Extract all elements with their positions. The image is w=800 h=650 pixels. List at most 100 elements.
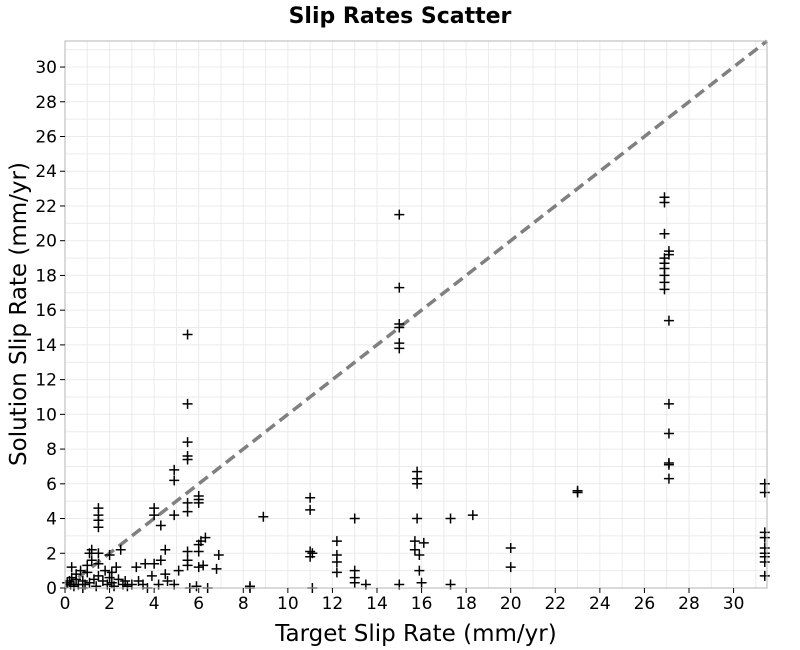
data-point bbox=[182, 398, 193, 409]
data-point bbox=[122, 581, 133, 592]
data-point bbox=[505, 562, 516, 573]
y-tick-label: 6 bbox=[46, 475, 57, 495]
data-point bbox=[82, 560, 93, 571]
data-point bbox=[349, 513, 360, 524]
x-tick-label: 18 bbox=[455, 594, 477, 614]
data-point bbox=[307, 548, 318, 559]
data-point bbox=[505, 543, 516, 554]
data-point bbox=[93, 503, 104, 514]
data-point bbox=[149, 503, 160, 514]
x-tick-label: 30 bbox=[723, 594, 745, 614]
data-point bbox=[258, 511, 269, 522]
data-point bbox=[409, 536, 420, 547]
plot-area-frame bbox=[64, 40, 768, 589]
data-point bbox=[418, 537, 429, 548]
data-point bbox=[182, 329, 193, 340]
data-point bbox=[445, 513, 456, 524]
data-point bbox=[200, 532, 211, 543]
data-point bbox=[412, 513, 423, 524]
data-point bbox=[305, 504, 316, 515]
y-tick-label: 30 bbox=[35, 58, 57, 78]
data-point bbox=[349, 577, 360, 588]
data-point bbox=[173, 565, 184, 576]
data-point bbox=[759, 487, 770, 498]
data-point bbox=[100, 565, 111, 576]
data-point bbox=[467, 510, 478, 521]
y-axis-title: Solution Slip Rate (mm/yr) bbox=[6, 162, 32, 466]
x-tick-label: 22 bbox=[544, 594, 566, 614]
data-point bbox=[412, 466, 423, 477]
data-point bbox=[193, 562, 204, 573]
y-tick-label: 24 bbox=[35, 162, 57, 182]
data-point bbox=[213, 550, 224, 561]
data-point bbox=[160, 544, 171, 555]
data-point bbox=[162, 576, 173, 587]
data-point bbox=[191, 581, 202, 592]
data-point bbox=[759, 570, 770, 581]
data-point bbox=[93, 548, 104, 559]
x-tick-label: 28 bbox=[678, 594, 700, 614]
data-point bbox=[131, 562, 142, 573]
y-tick-label: 18 bbox=[35, 266, 57, 286]
x-tick-label: 16 bbox=[411, 594, 433, 614]
data-point bbox=[86, 544, 97, 555]
data-point bbox=[155, 520, 166, 531]
data-point bbox=[331, 567, 342, 578]
data-point bbox=[169, 510, 180, 521]
data-point bbox=[394, 282, 405, 293]
data-point bbox=[663, 459, 674, 470]
data-point bbox=[193, 490, 204, 501]
x-tick-label: 26 bbox=[634, 594, 656, 614]
data-point bbox=[149, 558, 160, 569]
chart-title: Slip Rates Scatter bbox=[289, 4, 512, 29]
data-point bbox=[68, 581, 79, 592]
x-axis-title: Target Slip Rate (mm/yr) bbox=[274, 621, 556, 647]
data-point bbox=[106, 567, 117, 578]
data-point bbox=[109, 581, 120, 592]
data-point bbox=[663, 428, 674, 439]
data-point bbox=[91, 581, 102, 592]
x-tick-label: 24 bbox=[589, 594, 611, 614]
data-point bbox=[659, 228, 670, 239]
data-point bbox=[409, 544, 420, 555]
data-point bbox=[182, 546, 193, 557]
data-point bbox=[663, 246, 674, 257]
grid bbox=[65, 41, 767, 588]
reference-line bbox=[63, 39, 769, 590]
data-point bbox=[305, 492, 316, 503]
data-point bbox=[394, 338, 405, 349]
x-tick-label: 0 bbox=[60, 594, 71, 614]
data-point bbox=[93, 570, 104, 581]
data-point bbox=[414, 550, 425, 561]
y-tick-label: 16 bbox=[35, 301, 57, 321]
data-point bbox=[182, 451, 193, 462]
data-point bbox=[198, 560, 209, 571]
y-tick-label: 28 bbox=[35, 93, 57, 113]
data-point bbox=[331, 536, 342, 547]
data-point bbox=[659, 284, 670, 295]
x-tick-label: 8 bbox=[238, 594, 249, 614]
data-point bbox=[759, 532, 770, 543]
data-point bbox=[146, 570, 157, 581]
data-point bbox=[182, 555, 193, 566]
reference-line-layer bbox=[63, 39, 769, 590]
y-tick-label: 2 bbox=[46, 544, 57, 564]
data-point bbox=[331, 556, 342, 567]
data-point bbox=[305, 546, 316, 557]
data-point bbox=[394, 319, 405, 330]
x-tick-label: 6 bbox=[193, 594, 204, 614]
data-point bbox=[244, 581, 255, 592]
data-point bbox=[394, 209, 405, 220]
y-tick-label: 20 bbox=[35, 232, 57, 252]
data-point bbox=[160, 569, 171, 580]
x-tick-label: 4 bbox=[149, 594, 160, 614]
data-point bbox=[93, 558, 104, 569]
data-point bbox=[182, 497, 193, 508]
y-tick-label: 26 bbox=[35, 128, 57, 148]
points-layer bbox=[62, 192, 770, 593]
x-tick-label: 14 bbox=[366, 594, 388, 614]
data-point bbox=[169, 464, 180, 475]
data-point bbox=[120, 576, 131, 587]
